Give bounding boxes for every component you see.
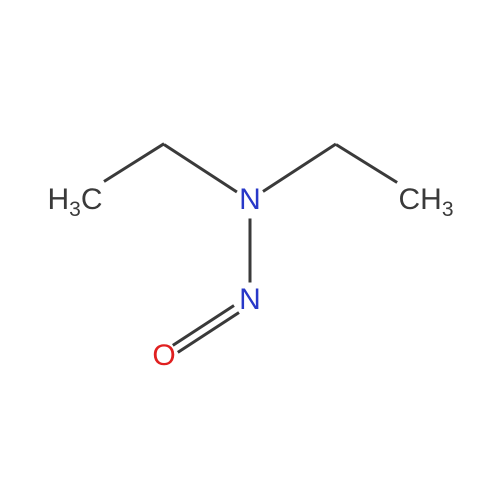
atom-c1: H3C [47, 185, 102, 215]
atom-o1: O [152, 341, 175, 371]
bond [163, 143, 237, 193]
atom-n1: N [239, 185, 261, 215]
bond [177, 311, 239, 353]
atom-n2: N [239, 285, 261, 315]
molecule-canvas: H3C N CH3 N O [0, 0, 500, 500]
atom-c4: CH3 [398, 185, 453, 215]
bond [103, 143, 165, 183]
bond [249, 218, 252, 282]
bond [335, 143, 398, 184]
bond [173, 304, 235, 346]
bond [263, 143, 337, 193]
